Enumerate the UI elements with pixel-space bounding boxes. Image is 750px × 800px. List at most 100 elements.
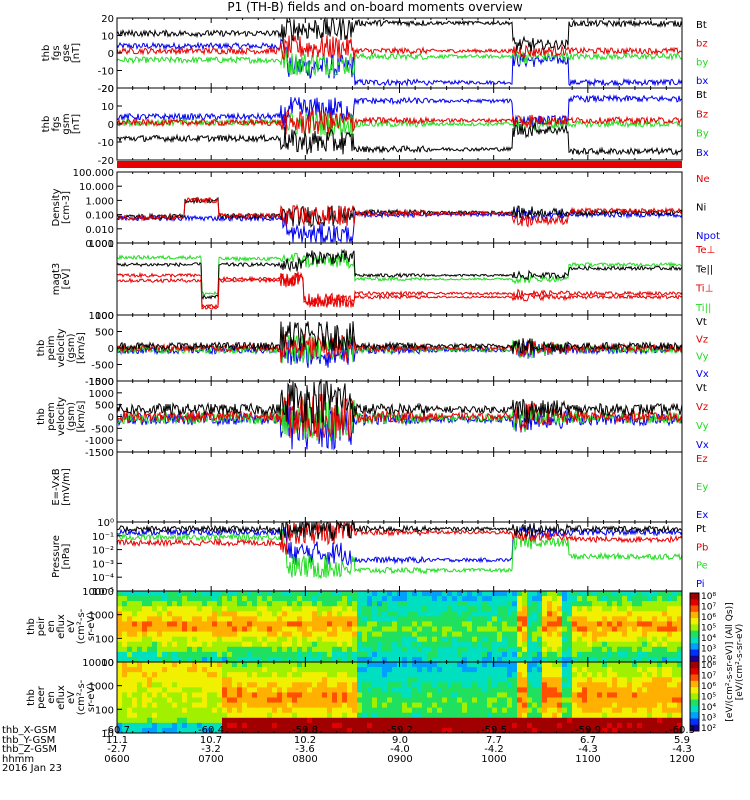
colorbar-cell	[690, 674, 699, 682]
footer-value: -59.2	[387, 725, 413, 736]
colorbar-cell	[690, 593, 699, 600]
legend-vz: Vz	[696, 402, 708, 413]
colorbar-frame	[689, 592, 700, 732]
y-tick-label: -1000	[85, 436, 114, 447]
colorbar-cell	[690, 624, 699, 632]
y-axis-label-line: [nT]	[71, 114, 82, 134]
y-axis-label-line: thb	[26, 689, 37, 706]
legend-bz: bz	[696, 39, 708, 50]
colorbar-tick-label: 10⁶	[701, 613, 716, 623]
colorbar-cell	[690, 680, 699, 688]
legend-bx: bx	[696, 76, 708, 87]
series-line-bz	[116, 108, 683, 135]
y-axis-label-line: (cm²-s-	[76, 679, 87, 715]
legend-by: by	[696, 57, 708, 68]
legend-ex: Ex	[696, 510, 708, 521]
colorbar-cell	[690, 699, 699, 707]
colorbar-cell	[690, 643, 699, 650]
footer-row-x: thb_X-GSM -60.7 -60.4 -59.8 -59.2 -59.5 -59.9…	[2, 726, 702, 736]
colorbar-tick-label: 10⁸	[701, 661, 716, 671]
series-line-te	[116, 248, 683, 301]
series-line-vt	[116, 321, 683, 355]
y-tick-label: 10⁻¹	[92, 532, 114, 543]
y-tick-label: 20	[101, 84, 114, 95]
footer-row-z: thb_Z-GSM -2.7 -3.2 -3.6 -4.0 -4.2 -4.3 -4.3	[2, 745, 702, 755]
y-tick-label: 10⁻³	[92, 559, 114, 570]
footer-value: -59.5	[481, 725, 507, 736]
y-axis-label-line: thb	[36, 408, 47, 425]
y-axis-label: thb fgs gse [nT]	[41, 43, 82, 63]
y-tick-label: 10⁻⁵	[92, 587, 114, 598]
y-tick-label: 10	[101, 658, 114, 669]
y-tick-label: 100	[95, 311, 114, 322]
y-axis-label: Pressure [nPa]	[51, 535, 72, 578]
legend-te: Te⊥	[695, 245, 715, 256]
footer-value: 1200	[669, 753, 695, 765]
colorbar-cell	[690, 693, 699, 701]
y-axis-label: thb peim velocity (gsm) [km/s]	[36, 328, 87, 367]
footer-value: 0700	[198, 753, 224, 765]
y-tick-label: 1.000	[85, 196, 114, 207]
y-tick-label: 0.010	[85, 225, 114, 236]
legend-pe: Pe	[696, 561, 708, 572]
colorbar-cell	[690, 662, 699, 669]
colorbar-label: [eV/(cm²-s-sr-eV)[eV/(cm²-s-sr-eV)] (All…	[725, 602, 745, 721]
orbit-footer: thb_X-GSM -60.7 -60.4 -59.8 -59.2 -59.5 -59.9…	[2, 726, 702, 774]
y-axis-label-line: (gsm)	[66, 333, 77, 362]
legend-ez: Ez	[696, 454, 708, 465]
spectrogram-peir	[117, 591, 683, 663]
legend-ti: Ti||	[695, 303, 711, 314]
legend-ni: Ni	[696, 203, 706, 214]
y-axis-label-line: peim	[46, 335, 57, 360]
y-axis-label-line: [km/s]	[76, 332, 87, 364]
y-axis-label-line: gse	[61, 44, 72, 62]
colorbar-cell	[690, 605, 699, 613]
footer-value: 9.0	[392, 734, 408, 746]
y-tick-label: 1500	[89, 377, 114, 388]
y-tick-label: 10⁰	[97, 518, 114, 529]
footer-value: -4.2	[484, 744, 504, 756]
y-tick-label: 1000	[89, 389, 114, 400]
series-line-te	[117, 271, 683, 309]
y-tick-label: -20	[98, 84, 114, 95]
series-line-bt	[116, 122, 683, 157]
colorbar-cell	[690, 687, 699, 694]
footer-value: -59.9	[575, 725, 601, 736]
colorbar-tick-label: 10⁷	[701, 672, 716, 682]
y-tick-label: 100.000	[73, 168, 114, 179]
separator-bar	[117, 161, 682, 168]
footer-value: -60.4	[198, 725, 224, 736]
y-axis-label-line: thb	[36, 340, 47, 357]
y-tick-label: 0.001	[85, 239, 114, 250]
colorbar-tick-label: 10⁷	[701, 603, 716, 613]
y-tick-label: 100	[95, 634, 114, 645]
footer-value: 7.7	[486, 734, 502, 746]
footer-value: 11.1	[105, 734, 129, 746]
y-tick-label: 500	[95, 328, 114, 339]
y-axis-label-line: en	[46, 620, 57, 633]
colorbar-tick-label: 10³	[701, 714, 716, 724]
legend-vy: Vy	[696, 352, 709, 363]
y-axis-label-line: thb	[26, 618, 37, 635]
y-axis-label: magt3 [eV]	[51, 263, 72, 296]
footer-value: 1100	[575, 753, 601, 765]
y-axis-label-line: [nPa]	[61, 543, 72, 569]
footer-row-name: thb_Y-GSM	[2, 734, 56, 746]
colorbar-cell	[690, 712, 699, 719]
y-axis-label-line: fgs	[51, 45, 62, 60]
y-axis-label-line: fgs	[51, 116, 62, 131]
series-line-bz	[116, 34, 682, 61]
panel-frame	[116, 451, 683, 523]
colorbar-cell	[690, 705, 699, 713]
colorbar-cell	[690, 599, 699, 607]
y-axis-label-line: eV	[66, 691, 77, 704]
legend-vy: Vy	[696, 421, 709, 432]
y-tick-label: 10	[101, 729, 114, 740]
colorbar-tick-label: 10⁴	[701, 703, 716, 713]
y-tick-label: 10.000	[79, 182, 114, 193]
footer-value: 1000	[481, 753, 507, 765]
y-axis-label-line: sr-eV)	[86, 612, 97, 641]
legend-te: Te||	[695, 264, 713, 275]
y-tick-label: -10	[98, 67, 114, 78]
